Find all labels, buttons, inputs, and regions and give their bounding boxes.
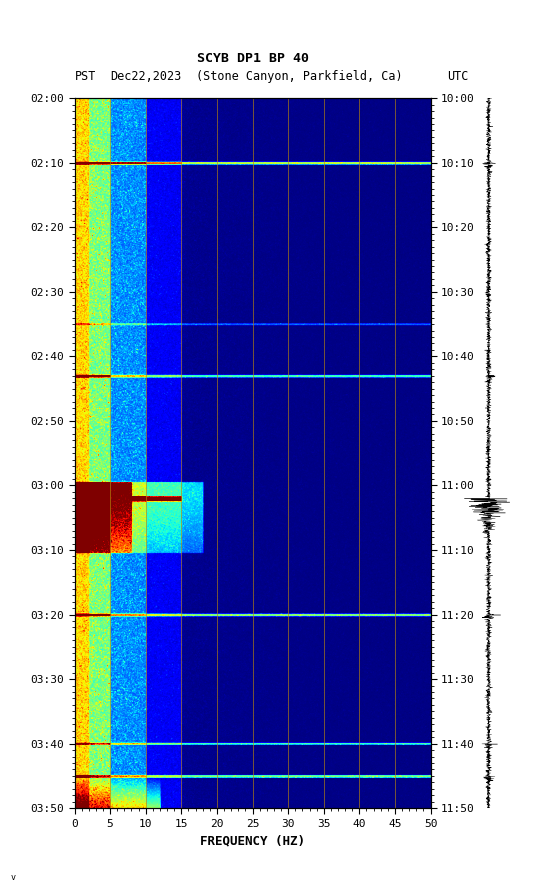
Text: UTC: UTC: [448, 71, 469, 83]
Text: (Stone Canyon, Parkfield, Ca): (Stone Canyon, Parkfield, Ca): [196, 71, 402, 83]
Text: PST: PST: [75, 71, 96, 83]
X-axis label: FREQUENCY (HZ): FREQUENCY (HZ): [200, 834, 305, 847]
Text: Dec22,2023: Dec22,2023: [110, 71, 182, 83]
Text: USGS: USGS: [39, 23, 77, 36]
Text: v: v: [11, 872, 16, 881]
Text: SCYB DP1 BP 40: SCYB DP1 BP 40: [197, 53, 309, 65]
Polygon shape: [6, 11, 32, 43]
